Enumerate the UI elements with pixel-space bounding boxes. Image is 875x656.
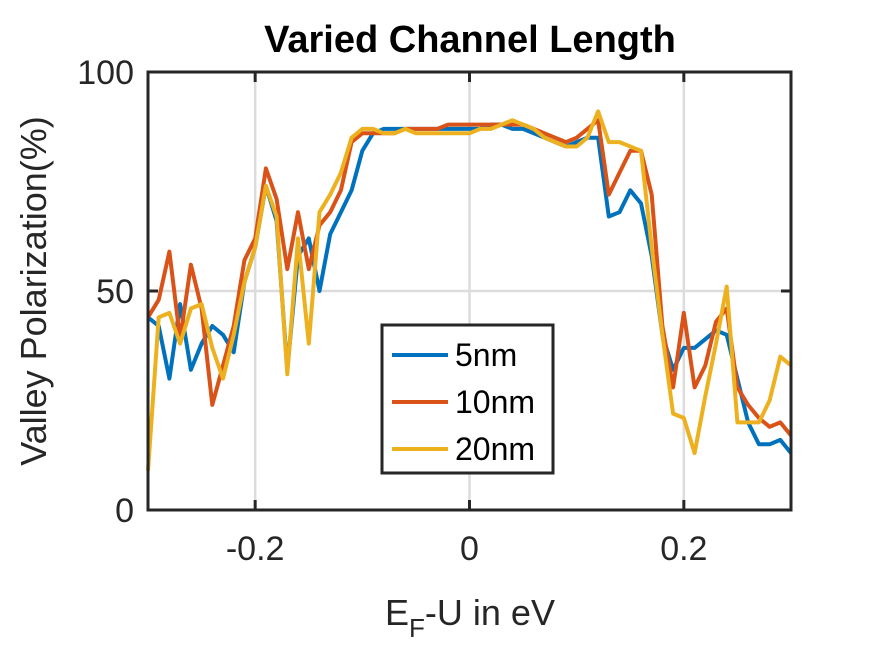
legend: 5nm 10nm 20nm [380,323,555,475]
chart-title: Varied Channel Length [264,19,676,61]
x-axis-label: EF-U in eV [385,592,555,643]
x-tick-label: -0.2 [226,530,285,568]
legend-label-20nm: 20nm [455,431,535,467]
series-line-20nm [146,109,793,471]
y-axis-label: Valley Polarization(%) [13,116,54,465]
legend-label-10nm: 10nm [455,384,535,420]
series-lines [146,109,793,471]
y-tick-label: 100 [77,54,134,92]
x-axis-label-subscript: F [409,613,425,643]
x-axis-label-rest: -U in eV [425,592,555,633]
legend-label-5nm: 5nm [455,337,517,373]
x-tick-label: 0 [460,530,479,568]
x-axis-label-main: E [385,592,409,633]
x-tick-label: 0.2 [660,530,707,568]
axis-ticks: -0.2 0 0.2 0 50 100 [77,54,791,568]
y-tick-label: 50 [96,273,134,311]
y-tick-label: 0 [115,492,134,530]
